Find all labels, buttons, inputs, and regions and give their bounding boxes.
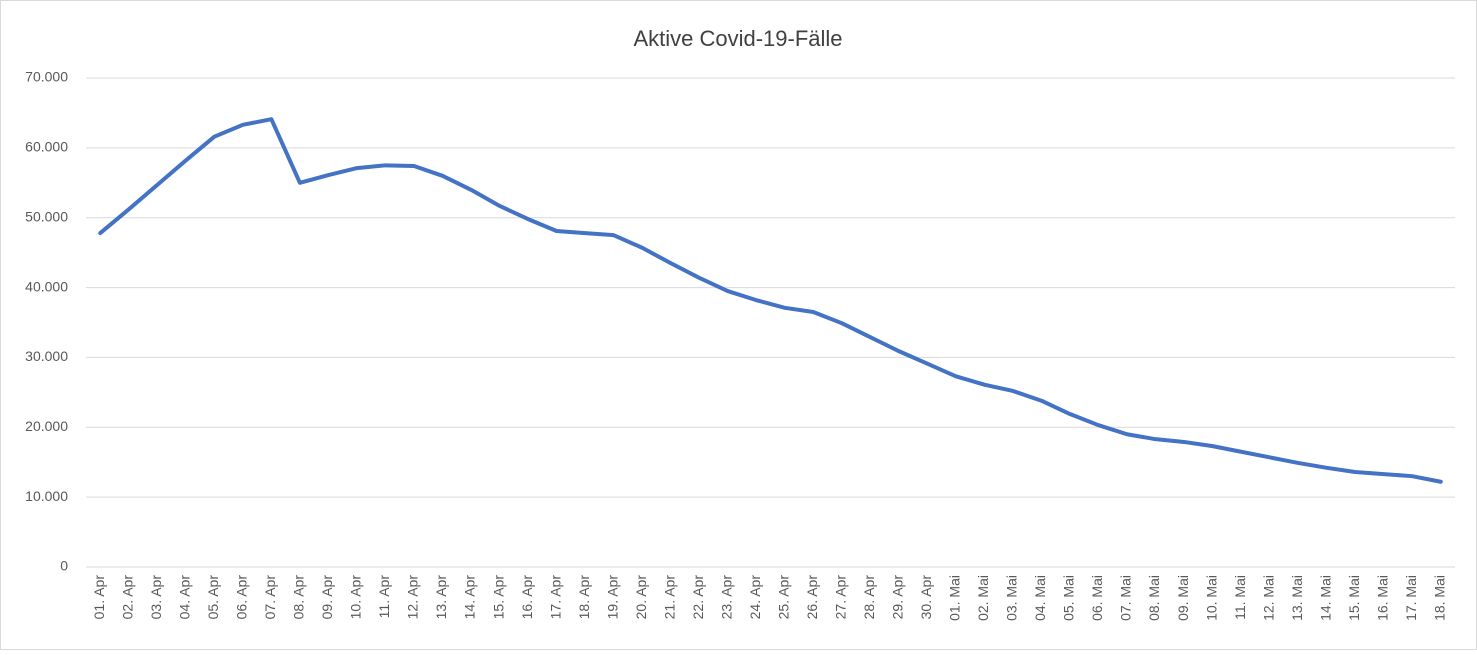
x-tick-label: 16. Mai [1374,575,1390,621]
x-tick-label: 08. Apr [291,575,307,620]
x-tick-label: 12. Mai [1260,575,1276,621]
x-tick-label: 06. Mai [1089,575,1105,621]
x-tick-label: 01. Mai [947,575,963,621]
y-tick-label: 30.000 [25,348,68,364]
x-tick-label: 27. Apr [833,575,849,620]
x-tick-label: 26. Apr [804,575,820,620]
x-tick-label: 08. Mai [1146,575,1162,621]
x-tick-label: 16. Apr [519,575,535,620]
y-tick-label: 10.000 [25,488,68,504]
y-tick-label: 60.000 [25,139,68,155]
x-tick-label: 15. Apr [490,575,506,620]
y-tick-label: 40.000 [25,278,68,294]
y-tick-label: 0 [60,558,68,574]
x-tick-label: 10. Mai [1203,575,1219,621]
x-tick-label: 12. Apr [405,575,421,620]
x-tick-label: 07. Mai [1118,575,1134,621]
data-line [98,117,1443,484]
x-tick-label: 28. Apr [861,575,877,620]
x-tick-label: 17. Apr [547,575,563,620]
x-tick-label: 06. Apr [234,575,250,620]
x-tick-label: 15. Mai [1346,575,1362,621]
x-tick-label: 04. Apr [177,575,193,620]
chart-title: Aktive Covid-19-Fälle [633,26,842,51]
x-tick-label: 24. Apr [747,575,763,620]
x-tick-label: 09. Mai [1175,575,1191,621]
x-tick-label: 13. Apr [433,575,449,620]
x-tick-label: 30. Apr [918,575,934,620]
x-tick-label: 21. Apr [661,575,677,620]
x-tick-label: 03. Mai [1004,575,1020,621]
x-tick-label: 07. Apr [262,575,278,620]
x-tick-label: 01. Apr [91,575,107,620]
x-tick-label: 11. Mai [1232,575,1248,620]
x-tick-label: 13. Mai [1289,575,1305,621]
x-tick-label: 18. Mai [1431,575,1447,621]
x-tick-label: 18. Apr [576,575,592,620]
x-tick-label: 23. Apr [718,575,734,620]
x-tick-label: 29. Apr [890,575,906,620]
x-tick-label: 19. Apr [604,575,620,620]
x-tick-label: 14. Apr [462,575,478,620]
x-tick-label: 05. Apr [205,575,221,620]
x-tick-label: 02. Mai [975,575,991,621]
x-tick-label: 20. Apr [633,575,649,620]
x-tick-label: 10. Apr [348,575,364,620]
y-tick-label: 50.000 [25,208,68,224]
x-tick-label: 17. Mai [1403,575,1419,621]
x-tick-label: 04. Mai [1032,575,1048,621]
x-tick-label: 11. Apr [376,575,392,619]
x-tick-label: 25. Apr [775,575,791,620]
x-tick-label: 03. Apr [148,575,164,620]
x-tick-label: 05. Mai [1061,575,1077,621]
x-tick-label: 02. Apr [119,575,135,620]
x-tick-label: 09. Apr [319,575,335,620]
x-tick-label: 14. Mai [1317,575,1333,621]
x-tick-label: 22. Apr [690,575,706,620]
y-tick-label: 70.000 [25,69,68,85]
y-tick-label: 20.000 [25,418,68,434]
